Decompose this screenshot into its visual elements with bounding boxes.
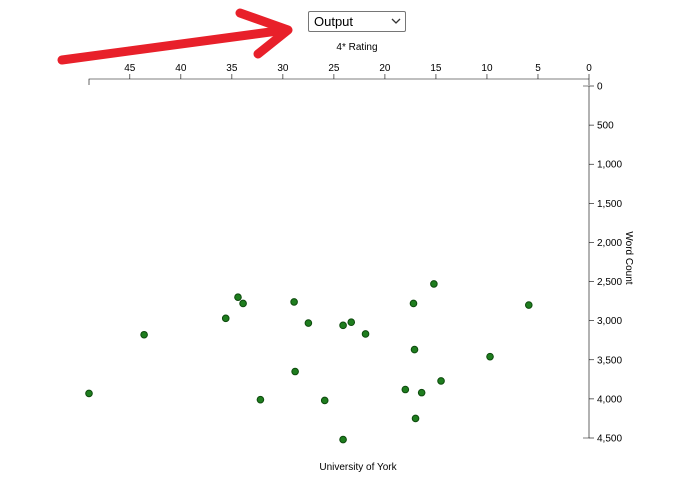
data-point[interactable] (85, 389, 93, 398)
data-point[interactable] (361, 330, 370, 338)
x-tick-label: 45 (124, 63, 136, 74)
red-arrow-icon (57, 8, 293, 65)
y-tick-label: 3,000 (597, 316, 622, 327)
x-axis-label: 4* Rating (336, 42, 377, 53)
y-tick-label: 4,000 (597, 394, 622, 405)
x-axis: 45 40 35 30 25 20 15 10 5 0 (88, 63, 592, 85)
x-tick-label: 5 (535, 63, 541, 74)
y-tick-label: 1,000 (597, 160, 622, 171)
y-tick-label: 4,500 (597, 434, 622, 445)
data-points (85, 280, 533, 444)
chevron-down-icon (391, 18, 401, 24)
data-point[interactable] (417, 388, 426, 397)
data-point[interactable] (304, 319, 313, 327)
data-point[interactable] (486, 352, 494, 361)
data-point[interactable] (239, 299, 247, 308)
x-tick-label: 10 (481, 63, 493, 74)
data-point[interactable] (430, 280, 438, 288)
select-value: Output (314, 14, 354, 29)
y-axis: 0 500 1,000 1,500 2,000 2,500 3,000 3,500 4,000 4… (583, 82, 622, 445)
data-point[interactable] (524, 301, 533, 309)
footer-label: University of York (319, 462, 397, 473)
data-point[interactable] (290, 298, 298, 306)
arrow-shaft (57, 25, 290, 65)
data-point[interactable] (411, 414, 420, 423)
x-tick-label: 20 (379, 63, 391, 74)
data-point[interactable] (339, 435, 347, 444)
y-tick-label: 2,500 (597, 277, 622, 288)
y-tick-label: 3,500 (597, 355, 622, 366)
data-point[interactable] (140, 330, 148, 339)
data-point[interactable] (347, 318, 356, 327)
y-axis-label: Word Count (623, 231, 634, 284)
data-point[interactable] (410, 345, 419, 354)
output-select[interactable]: Output (308, 11, 406, 32)
y-tick-label: 0 (597, 82, 603, 93)
data-point[interactable] (437, 377, 445, 385)
x-tick-label: 30 (277, 63, 289, 74)
x-tick-label: 25 (328, 63, 340, 74)
data-point[interactable] (409, 299, 418, 308)
arrow-head (235, 8, 293, 59)
y-tick-label: 1,500 (597, 199, 622, 210)
data-point[interactable] (401, 385, 410, 394)
y-axis-line (583, 85, 590, 439)
y-tick-label: 500 (597, 121, 614, 132)
x-tick-label: 40 (175, 63, 187, 74)
x-tick-label: 0 (586, 63, 592, 74)
y-tick-label: 2,000 (597, 238, 622, 249)
data-point[interactable] (221, 314, 230, 323)
data-point[interactable] (339, 321, 347, 330)
data-point[interactable] (320, 396, 329, 405)
x-tick-label: 35 (226, 63, 238, 74)
data-point[interactable] (256, 395, 265, 404)
data-point[interactable] (234, 293, 242, 302)
x-axis-line (88, 78, 590, 85)
data-point[interactable] (291, 367, 299, 376)
x-tick-label: 15 (430, 63, 442, 74)
